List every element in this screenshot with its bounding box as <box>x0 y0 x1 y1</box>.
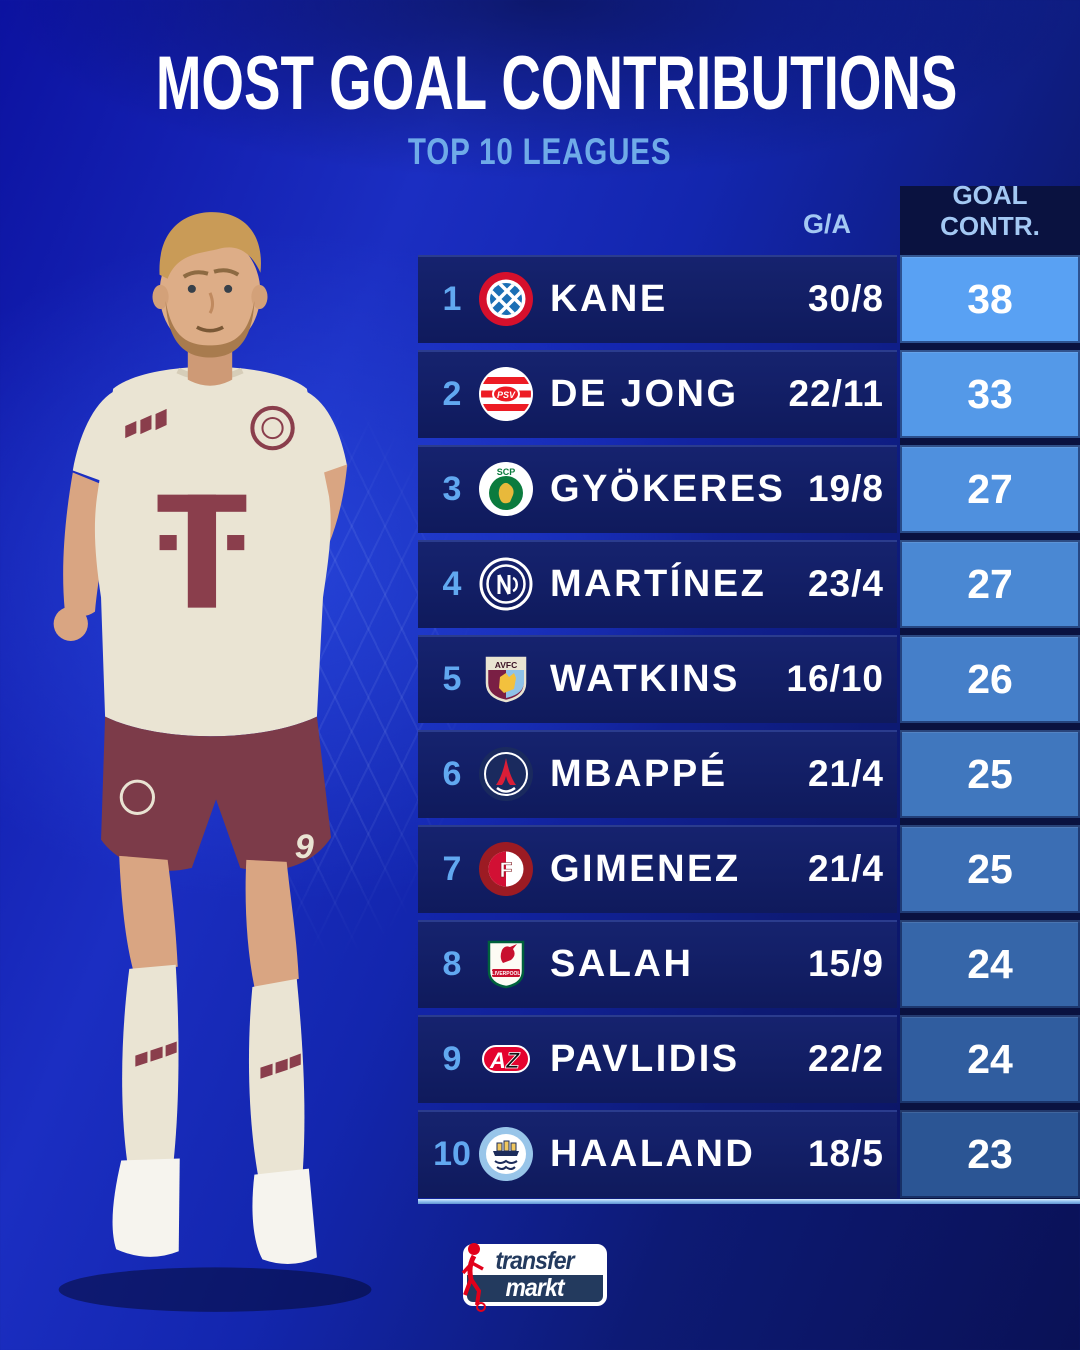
player-name: MBAPPÉ <box>550 752 728 795</box>
goal-contr-value: 26 <box>967 655 1013 702</box>
goals-assists-value: 22/2 <box>807 1038 884 1079</box>
goal-contr-value: 27 <box>967 560 1013 607</box>
column-header-goal-contr: GOAL CONTR. <box>940 179 1040 241</box>
aston-villa-badge-icon: AVFC <box>485 656 527 703</box>
player-name: KANE <box>550 277 668 320</box>
goal-contr-cell: 24 <box>900 920 1080 1008</box>
rank-number: 7 <box>442 849 462 888</box>
psv-eindhoven-badge-icon: PSV <box>479 367 533 421</box>
rank-number: 6 <box>442 754 462 793</box>
rank-number: 4 <box>442 564 462 603</box>
rank-number: 3 <box>442 469 462 508</box>
manchester-city-badge-icon <box>479 1127 533 1181</box>
column-header-ga: G/A <box>802 209 851 239</box>
goal-contr-cell: 27 <box>900 445 1080 533</box>
svg-text:LIVERPOOL: LIVERPOOL <box>492 971 521 977</box>
goal-contr-value: 25 <box>967 750 1013 797</box>
table-row: 9 A Z PAVLIDIS 22/2 24 <box>418 1015 1080 1103</box>
transfermarkt-player-figure-icon <box>461 1243 486 1312</box>
player-name: WATKINS <box>550 657 740 700</box>
goal-contr-cell: 33 <box>900 350 1080 438</box>
az-alkmaar-badge-icon: A Z <box>482 1045 530 1073</box>
svg-text:PSV: PSV <box>497 390 516 400</box>
goals-assists-value: 16/10 <box>786 658 884 699</box>
goal-contr-value: 25 <box>967 845 1013 892</box>
rank-number: 10 <box>433 1134 471 1173</box>
table-row: 10 HAALAND 18/5 23 <box>418 1110 1080 1198</box>
goal-contr-value: 24 <box>967 940 1013 987</box>
svg-text:AVFC: AVFC <box>495 660 518 670</box>
svg-text:A: A <box>489 1048 506 1073</box>
inter-milan-badge-icon <box>479 557 533 611</box>
table-row: 3 SCP GYÖKERES 19/8 27 <box>418 445 1080 533</box>
paris-saint-germain-badge-icon <box>479 747 533 801</box>
goal-contr-cell: 23 <box>900 1110 1080 1198</box>
table-bottom-divider <box>418 1199 1080 1204</box>
liverpool-fc-badge-icon: LIVERPOOL <box>487 940 525 989</box>
goal-contr-value: 27 <box>967 465 1013 512</box>
table-row: 6 MBAPPÉ 21/4 25 <box>418 730 1080 818</box>
goals-assists-value: 21/4 <box>807 753 884 794</box>
player-photo-harry-kane: 9 <box>53 212 372 1312</box>
rank-number: 8 <box>442 944 462 983</box>
player-name: HAALAND <box>550 1132 756 1175</box>
sporting-cp-badge-icon: SCP <box>479 462 533 516</box>
goals-assists-value: 30/8 <box>807 278 884 319</box>
player-name: GIMENEZ <box>550 847 741 890</box>
transfermarkt-logo-text-top: transfer <box>495 1247 575 1275</box>
goal-contr-cell: 25 <box>900 825 1080 913</box>
goal-contr-cell: 24 <box>900 1015 1080 1103</box>
goal-contr-cell: 27 <box>900 540 1080 628</box>
goals-assists-value: 18/5 <box>807 1133 884 1174</box>
table-row: 4 MARTÍNEZ 23/4 27 <box>418 540 1080 628</box>
table-column-headers: G/A GOAL CONTR. <box>418 180 1080 250</box>
player-name: DE JONG <box>550 372 739 415</box>
goal-contr-cell: 38 <box>900 255 1080 343</box>
goal-contr-cell: 26 <box>900 635 1080 723</box>
page-title: MOST GOAL CONTRIBUTIONS <box>155 41 958 126</box>
rank-number: 1 <box>442 279 462 318</box>
rank-number: 2 <box>442 374 462 413</box>
fc-bayern-munich-badge-icon <box>479 272 533 326</box>
goal-contr-value: 23 <box>967 1130 1013 1177</box>
table-row: 1 KANE 30/8 38 <box>418 255 1080 343</box>
goal-contr-value: 24 <box>967 1035 1013 1082</box>
table-row: 8 LIVERPOOL SALAH 15/9 24 <box>418 920 1080 1008</box>
goals-assists-value: 21/4 <box>807 848 884 889</box>
transfermarkt-logo: transfer markt <box>461 1243 607 1312</box>
adidas-logo <box>125 408 167 439</box>
player-name: MARTÍNEZ <box>550 562 767 605</box>
page-subtitle: TOP 10 LEAGUES <box>408 131 672 172</box>
goal-contr-value: 33 <box>967 370 1013 417</box>
feyenoord-badge-icon: F <box>479 842 533 896</box>
svg-text:Z: Z <box>505 1048 521 1073</box>
table-row: 7 F GIMENEZ 21/4 25 <box>418 825 1080 913</box>
ranking-table: 1 KANE 30/8 38 2 PSV DE JONG 22/11 <box>418 255 1080 1198</box>
player-name: GYÖKERES <box>550 467 786 510</box>
goals-assists-value: 22/11 <box>788 373 884 414</box>
svg-text:9: 9 <box>295 828 314 866</box>
header: MOST GOAL CONTRIBUTIONS TOP 10 LEAGUES <box>0 46 1080 173</box>
svg-text:F: F <box>500 859 513 882</box>
table-row: 5 AVFC WATKINS 16/10 26 <box>418 635 1080 723</box>
goals-assists-value: 19/8 <box>807 468 884 509</box>
telekom-t-logo <box>157 494 247 608</box>
goals-assists-value: 23/4 <box>807 563 884 604</box>
player-name: SALAH <box>550 942 694 985</box>
table-row: 2 PSV DE JONG 22/11 33 <box>418 350 1080 438</box>
svg-text:SCP: SCP <box>497 467 516 477</box>
goal-contr-value: 38 <box>967 275 1013 322</box>
rank-number: 9 <box>442 1039 462 1078</box>
rank-number: 5 <box>442 659 462 698</box>
player-name: PAVLIDIS <box>550 1037 740 1080</box>
goals-assists-value: 15/9 <box>807 943 884 984</box>
transfermarkt-logo-text-bottom: markt <box>505 1274 565 1302</box>
goal-contr-cell: 25 <box>900 730 1080 818</box>
